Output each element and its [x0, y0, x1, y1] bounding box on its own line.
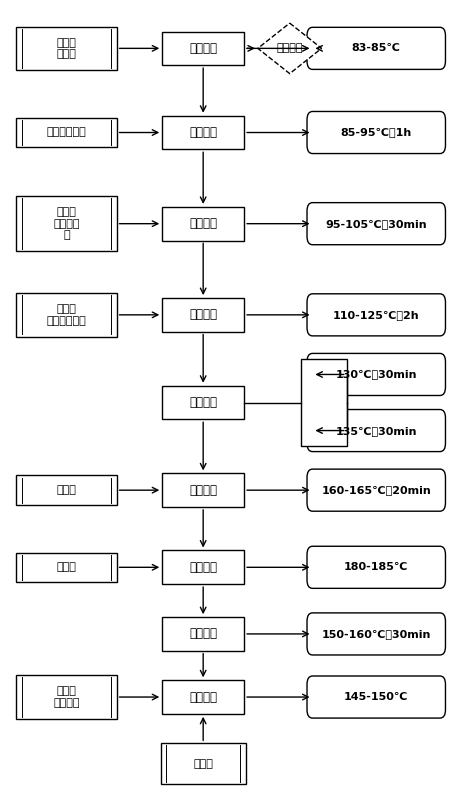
Bar — [17, 675, 117, 719]
Text: 83-85℃: 83-85℃ — [352, 43, 401, 53]
Bar — [17, 26, 117, 70]
Text: 急冷油
抗氧化剂: 急冷油 抗氧化剂 — [53, 686, 80, 708]
FancyBboxPatch shape — [307, 294, 445, 336]
FancyBboxPatch shape — [307, 676, 445, 718]
Bar — [162, 680, 244, 714]
FancyBboxPatch shape — [307, 409, 445, 452]
Text: 冷却均化: 冷却均化 — [189, 690, 217, 704]
Bar — [17, 552, 117, 582]
Text: 高温炼制: 高温炼制 — [189, 561, 217, 574]
Text: 基础油
二元有机
酸: 基础油 二元有机 酸 — [53, 207, 80, 240]
Text: 基础油
脂肪酸: 基础油 脂肪酸 — [57, 38, 77, 59]
Text: 110-125℃，2h: 110-125℃，2h — [333, 310, 420, 320]
Bar — [17, 476, 117, 505]
FancyBboxPatch shape — [307, 469, 445, 512]
Bar — [17, 196, 117, 251]
Bar — [160, 743, 246, 784]
FancyBboxPatch shape — [307, 112, 445, 153]
Text: 三阶皂化: 三阶皂化 — [189, 308, 217, 322]
Text: 130℃，30min: 130℃，30min — [336, 369, 417, 380]
Text: 剪切冷却: 剪切冷却 — [189, 627, 217, 641]
Text: 85-95℃，1h: 85-95℃，1h — [341, 128, 412, 137]
Text: 高温复合: 高温复合 — [189, 484, 217, 496]
Bar — [162, 116, 244, 149]
Text: 基础油: 基础油 — [57, 485, 77, 496]
Text: 135℃，30min: 135℃，30min — [336, 425, 417, 436]
FancyBboxPatch shape — [307, 203, 445, 245]
Bar — [162, 551, 244, 584]
Text: 二阶皂化: 二阶皂化 — [189, 217, 217, 230]
Bar — [17, 293, 117, 337]
Text: 脱水复合: 脱水复合 — [189, 396, 217, 409]
Bar — [162, 32, 244, 65]
FancyBboxPatch shape — [307, 354, 445, 396]
Bar — [162, 385, 244, 419]
Bar — [301, 359, 347, 446]
Text: 160-165℃，20min: 160-165℃，20min — [321, 485, 431, 496]
Polygon shape — [258, 23, 322, 73]
Text: 抗磨剂: 抗磨剂 — [193, 759, 213, 768]
Bar — [17, 118, 117, 148]
Bar — [162, 617, 244, 650]
Text: 95-105℃，30min: 95-105℃，30min — [325, 219, 427, 229]
Bar — [162, 207, 244, 240]
Text: 145-150℃: 145-150℃ — [344, 692, 408, 702]
FancyBboxPatch shape — [307, 613, 445, 655]
Text: 一阶皂化: 一阶皂化 — [189, 126, 217, 139]
Text: 合成条件: 合成条件 — [277, 43, 303, 53]
Bar — [162, 473, 244, 507]
FancyBboxPatch shape — [307, 547, 445, 588]
Text: 部分氢氧化锂: 部分氢氧化锂 — [47, 128, 86, 137]
FancyBboxPatch shape — [307, 27, 445, 69]
Text: 180-185℃: 180-185℃ — [344, 563, 408, 572]
Text: 150-160℃，30min: 150-160℃，30min — [322, 629, 431, 639]
Bar — [162, 298, 244, 332]
Text: 桥联剂
剩余氢氧化锂: 桥联剂 剩余氢氧化锂 — [47, 304, 86, 326]
Text: 加热熔融: 加热熔融 — [189, 41, 217, 55]
Text: 急冷油: 急冷油 — [57, 563, 77, 572]
